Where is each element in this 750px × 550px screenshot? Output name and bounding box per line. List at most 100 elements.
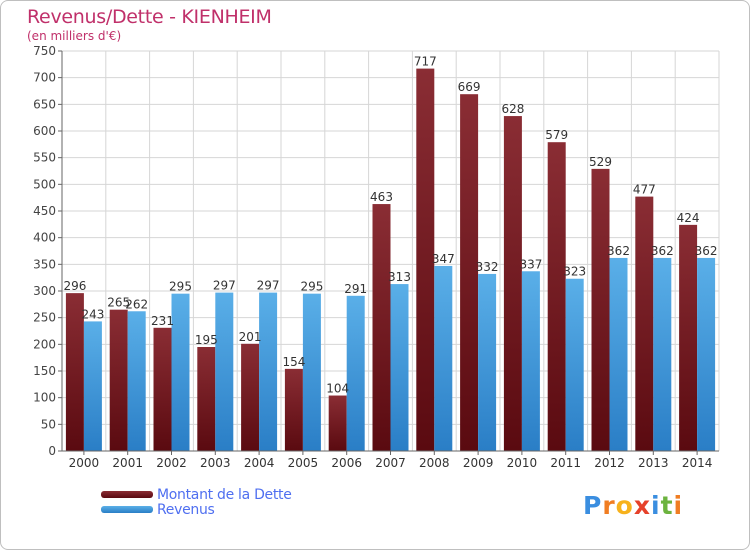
revenus-bar: [390, 284, 409, 451]
logo-letter: x: [633, 491, 651, 520]
logo-letter: t: [660, 491, 674, 520]
y-tick-label: 750: [33, 44, 56, 58]
dette-value-label: 231: [151, 314, 174, 328]
logo-letter: r: [602, 491, 616, 520]
x-tick-label: 2012: [594, 456, 625, 470]
dette-value-label: 265: [107, 296, 130, 310]
revenus-value-label: 297: [257, 279, 280, 293]
proxiti-logo: Proxiti: [583, 491, 683, 520]
legend-label-dette: Montant de la Dette: [157, 486, 292, 503]
legend-item-revenus: Revenus: [101, 501, 292, 518]
revenus-value-label: 262: [125, 297, 148, 311]
revenus-value-label: 337: [519, 257, 542, 271]
logo-letter: i: [673, 491, 684, 520]
legend-item-dette: Montant de la Dette: [101, 486, 292, 503]
chart-subtitle: (en milliers d'€): [27, 29, 122, 43]
dette-bar: [591, 168, 610, 451]
revenus-bar: [434, 265, 453, 451]
revenus-bar: [609, 257, 628, 451]
y-tick-label: 500: [33, 177, 56, 191]
revenus-bar: [259, 292, 278, 451]
revenus-value-label: 295: [169, 280, 192, 294]
x-tick-label: 2002: [156, 456, 187, 470]
revenus-value-label: 295: [300, 280, 323, 294]
dette-bar: [372, 204, 391, 451]
dette-value-label: 195: [195, 333, 218, 347]
dette-bar: [328, 395, 347, 451]
y-tick-label: 0: [48, 444, 56, 458]
x-tick-label: 2004: [244, 456, 275, 470]
logo-letter: P: [583, 491, 603, 520]
dette-value-label: 717: [414, 55, 437, 69]
revenus-bar: [346, 295, 365, 451]
revenus-value-label: 332: [476, 260, 499, 274]
dette-value-label: 296: [63, 279, 86, 293]
dette-bar: [460, 94, 479, 451]
legend-swatch-revenus: [101, 506, 153, 513]
y-tick-label: 200: [33, 337, 56, 351]
dette-bar: [547, 142, 566, 451]
x-tick-label: 2011: [550, 456, 581, 470]
revenus-bar: [653, 257, 672, 451]
y-tick-label: 300: [33, 284, 56, 298]
revenus-bar: [171, 293, 190, 451]
y-tick-label: 450: [33, 204, 56, 218]
chart-legend: Montant de la Dette Revenus: [101, 486, 292, 518]
revenus-value-label: 347: [432, 252, 455, 266]
legend-label-revenus: Revenus: [157, 501, 215, 518]
revenus-value-label: 243: [81, 307, 104, 321]
revenus-value-label: 313: [388, 270, 411, 284]
dette-bar: [153, 327, 172, 451]
x-tick-label: 2013: [638, 456, 669, 470]
dette-value-label: 424: [677, 211, 700, 225]
legend-swatch-dette: [101, 491, 153, 498]
revenus-value-label: 323: [563, 265, 586, 279]
revenus-bar: [697, 257, 716, 451]
y-tick-label: 100: [33, 391, 56, 405]
dette-value-label: 104: [326, 382, 349, 396]
dette-value-label: 154: [282, 355, 305, 369]
x-tick-label: 2014: [682, 456, 713, 470]
dette-value-label: 579: [545, 128, 568, 142]
revenus-value-label: 362: [651, 244, 674, 258]
x-tick-label: 2006: [331, 456, 362, 470]
dette-value-label: 529: [589, 155, 612, 169]
dette-bar: [503, 116, 522, 452]
y-tick-label: 50: [41, 417, 56, 431]
dette-bar: [109, 309, 128, 451]
dette-bar: [197, 347, 216, 451]
dette-bar: [416, 68, 435, 451]
x-tick-label: 2005: [288, 456, 319, 470]
dette-bar: [679, 224, 698, 451]
revenus-bar: [83, 321, 102, 451]
x-tick-label: 2003: [200, 456, 231, 470]
dette-bar: [284, 368, 303, 451]
y-tick-label: 150: [33, 364, 56, 378]
x-tick-label: 2009: [463, 456, 494, 470]
dette-value-label: 477: [633, 183, 656, 197]
revenus-bar: [215, 292, 234, 451]
logo-letter: i: [651, 491, 661, 520]
logo-letter: o: [615, 491, 634, 520]
revenus-bar: [302, 293, 321, 451]
dette-value-label: 463: [370, 190, 393, 204]
y-tick-label: 650: [33, 97, 56, 111]
dette-bar: [241, 343, 260, 451]
dette-bar: [635, 196, 654, 451]
x-tick-label: 2010: [507, 456, 538, 470]
revenus-bar: [127, 311, 146, 451]
x-tick-label: 2000: [69, 456, 100, 470]
y-tick-label: 250: [33, 311, 56, 325]
dette-bar: [65, 293, 84, 451]
revenus-value-label: 362: [607, 244, 630, 258]
y-tick-label: 700: [33, 71, 56, 85]
x-tick-label: 2007: [375, 456, 406, 470]
y-tick-label: 400: [33, 231, 56, 245]
y-tick-label: 600: [33, 124, 56, 138]
revenus-bar: [478, 273, 497, 451]
revenus-bar: [521, 271, 540, 451]
revenus-value-label: 291: [344, 282, 367, 296]
x-tick-label: 2008: [419, 456, 450, 470]
revenus-value-label: 297: [213, 279, 236, 293]
